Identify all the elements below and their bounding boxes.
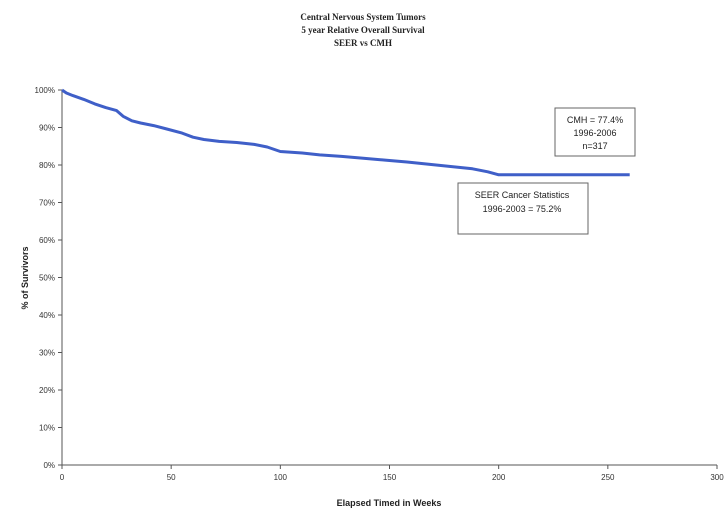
y-tick-label: 30% [39, 349, 55, 358]
y-axis-ticks: 0% 10% 20% 30% 40% 50% 60% 70% 80% 90% 100% [35, 86, 62, 470]
annotation-cmh-line-3: n=317 [582, 141, 607, 151]
chart-title-line-1: Central Nervous System Tumors [300, 12, 426, 22]
y-tick-label: 20% [39, 386, 55, 395]
y-tick-label: 100% [35, 86, 55, 95]
x-axis-label: Elapsed Timed in Weeks [337, 498, 442, 508]
y-tick-label: 80% [39, 161, 55, 170]
annotation-cmh: CMH = 77.4% 1996-2006 n=317 [554, 107, 636, 157]
survival-line [61, 88, 630, 177]
y-tick-label: 50% [39, 274, 55, 283]
x-tick-label: 150 [383, 473, 397, 482]
x-tick-label: 0 [60, 473, 65, 482]
x-tick-label: 100 [274, 473, 288, 482]
y-tick-label: 90% [39, 124, 55, 133]
y-tick-label: 10% [39, 424, 55, 433]
y-tick-label: 70% [39, 199, 55, 208]
y-axis-label: % of Survivors [20, 246, 30, 309]
annotation-cmh-box [554, 107, 636, 157]
y-tick-label: 60% [39, 236, 55, 245]
annotation-seer: SEER Cancer Statistics 1996-2003 = 75.2% [457, 182, 589, 235]
annotation-cmh-line-2: 1996-2006 [573, 128, 616, 138]
annotation-seer-line-1: SEER Cancer Statistics [475, 190, 570, 200]
y-tick-label: 0% [43, 461, 55, 470]
chart-title: Central Nervous System Tumors 5 year Rel… [300, 12, 426, 48]
annotation-seer-box [457, 182, 589, 235]
annotation-seer-line-2: 1996-2003 = 75.2% [483, 204, 562, 214]
annotation-cmh-line-1: CMH = 77.4% [567, 115, 623, 125]
y-tick-label: 40% [39, 311, 55, 320]
x-axis-ticks: 0 50 100 150 200 250 300 [60, 465, 724, 482]
x-tick-label: 300 [710, 473, 724, 482]
x-tick-label: 250 [601, 473, 615, 482]
x-tick-label: 200 [492, 473, 506, 482]
chart-title-line-2: 5 year Relative Overall Survival [301, 25, 425, 35]
x-tick-label: 50 [167, 473, 176, 482]
chart-title-line-3: SEER vs CMH [334, 38, 392, 48]
